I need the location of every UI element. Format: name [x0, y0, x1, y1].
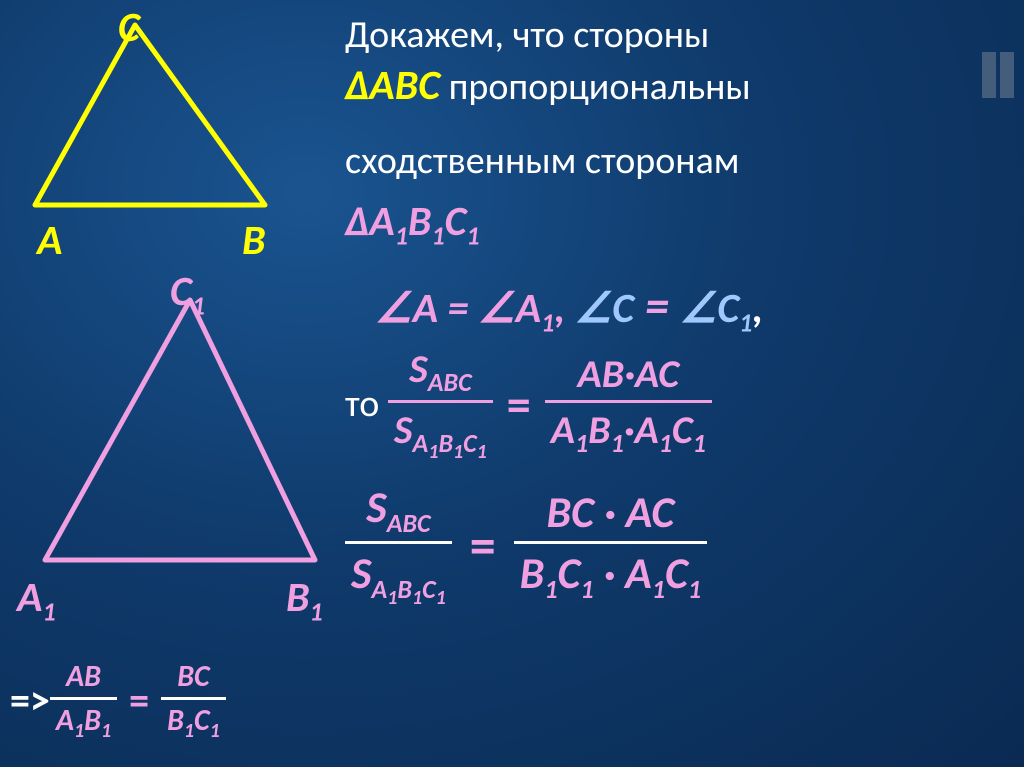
- triangle-a1b1c1: [10, 280, 350, 600]
- vertex-label-a1: A1: [17, 572, 56, 627]
- vertex-label-b: B: [242, 215, 266, 266]
- text-delta-a1b1c1: ΔA1B1C1: [345, 196, 480, 251]
- text-line-2: ΔABC пропорциональны: [345, 60, 751, 111]
- ratio-line-2: SABCSA1B1C1=BC · ACB1C1 · A1C1: [345, 480, 707, 610]
- vertex-label-c1: C1: [170, 266, 205, 321]
- text-line-1: Докажем, что стороны: [345, 12, 709, 58]
- vertex-label-c: C: [118, 2, 140, 53]
- ratio-line-1: то SABCSA1B1C1=AB·ACA1B1·A1C1: [345, 344, 712, 464]
- text-line-3: сходственным сторонам: [345, 138, 740, 184]
- slide-accent-bars: [982, 52, 1018, 98]
- vertex-label-a: A: [37, 215, 62, 266]
- implication-line: =>ABA1B1=BCB1C1: [10, 658, 226, 743]
- angle-equality: ∠A = ∠A1, ∠С = ∠C1,: [375, 276, 763, 338]
- vertex-label-b1: B1: [286, 572, 323, 627]
